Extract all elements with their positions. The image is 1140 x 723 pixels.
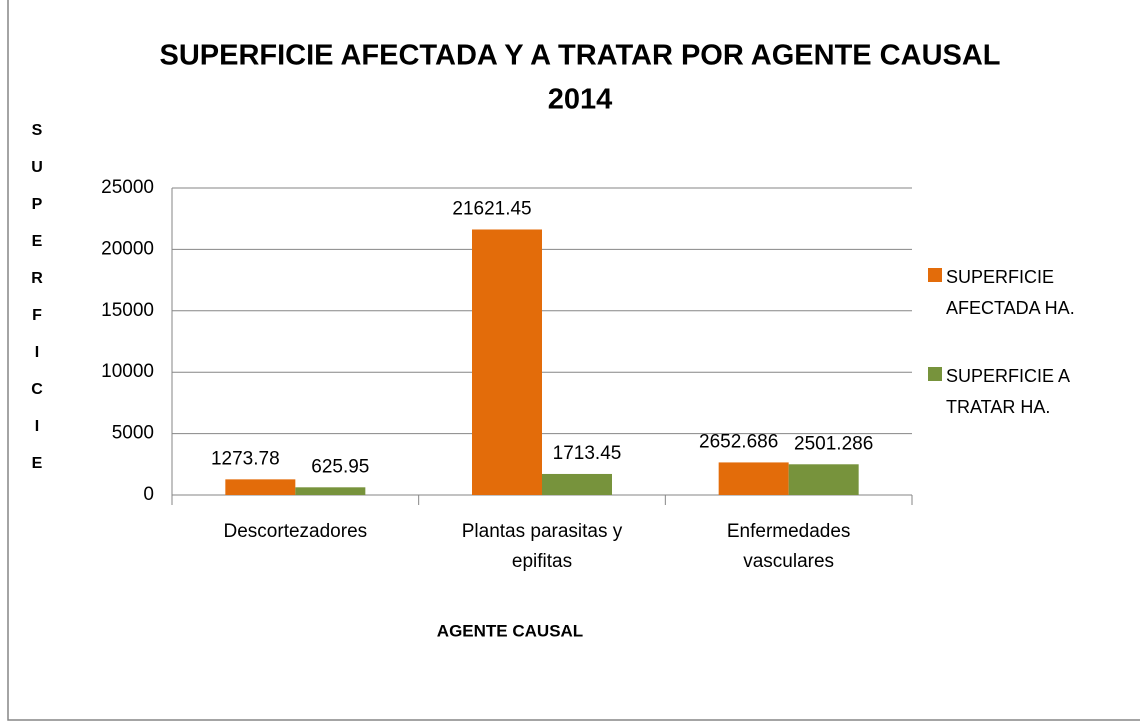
y-tick-label: 10000 xyxy=(101,361,154,382)
bar xyxy=(788,464,859,495)
x-axis-label: AGENTE CAUSAL xyxy=(437,621,583,640)
bar xyxy=(472,229,542,495)
y-tick-label: 5000 xyxy=(112,423,154,444)
x-tick-label: Plantas parasitas y epifitas xyxy=(461,521,623,572)
bar xyxy=(295,487,366,495)
legend-label: SUPERFICIE AFECTADA HA. xyxy=(946,267,1075,318)
legend-label: SUPERFICIE A TRATAR HA. xyxy=(946,366,1070,417)
data-label: 2652.686 xyxy=(699,431,778,452)
chart-border xyxy=(7,0,1140,721)
legend-swatch xyxy=(928,268,942,282)
bar xyxy=(718,462,789,495)
data-label: 1273.78 xyxy=(211,448,280,469)
legend-swatch xyxy=(928,367,942,381)
data-label: 1713.45 xyxy=(553,443,622,464)
x-tick-label: Descortezadores xyxy=(223,521,368,542)
y-tick-label: 25000 xyxy=(101,177,154,198)
bar xyxy=(542,473,612,495)
data-label: 2501.286 xyxy=(794,433,873,454)
bar xyxy=(225,479,296,495)
y-tick-label: 15000 xyxy=(101,300,154,321)
data-label: 21621.45 xyxy=(452,199,531,220)
x-tick-label: Enfermedades vasculares xyxy=(726,521,851,572)
y-tick-label: 0 xyxy=(143,484,154,505)
y-axis-label: SUPERFICIE xyxy=(29,122,46,492)
data-label: 625.95 xyxy=(311,456,369,477)
chart-title: SUPERFICIE AFECTADA Y A TRATAR POR AGENT… xyxy=(159,40,1000,72)
y-tick-label: 20000 xyxy=(101,238,154,259)
chart-title: 2014 xyxy=(548,84,613,116)
